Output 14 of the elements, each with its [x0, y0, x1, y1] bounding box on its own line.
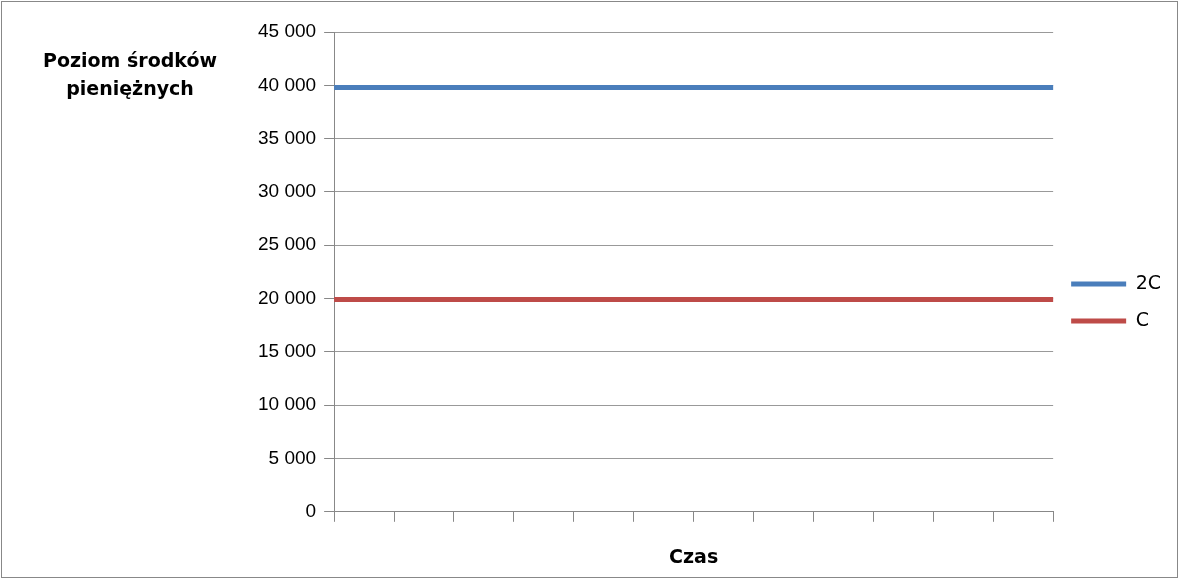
y-tick-label: 15 000	[257, 340, 317, 362]
y-tick-label: 40 000	[257, 73, 317, 95]
y-tick-label: 0	[305, 500, 317, 522]
y-tick-label: 45 000	[257, 20, 317, 42]
x-axis-title: Czas	[669, 544, 719, 567]
y-tick-label: 20 000	[257, 286, 317, 308]
y-tick-label: 35 000	[257, 126, 317, 148]
y-tick-label: 10 000	[257, 393, 317, 415]
y-tick-label: 30 000	[257, 180, 317, 202]
legend-label: C	[1135, 307, 1149, 330]
y-axis-title: Poziom środków pieniężnych	[41, 48, 219, 101]
y-tick-label: 25 000	[257, 233, 317, 255]
y-tick-label: 5 000	[268, 446, 317, 468]
legend-label: 2C	[1135, 270, 1161, 293]
